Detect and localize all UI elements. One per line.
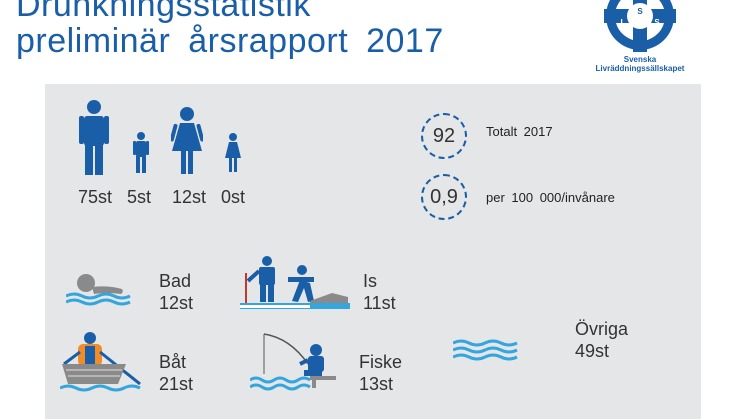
ovriga-count: 49st	[575, 341, 610, 361]
ice-icon	[240, 256, 350, 309]
logo-letter-s1: S	[637, 7, 643, 16]
man-icon	[79, 100, 109, 175]
total-label: Totalt 2017	[486, 124, 553, 139]
logo-name-line2: Livräddningssällskapet	[595, 64, 685, 73]
swimmer-icon	[66, 274, 131, 306]
woman-icon	[171, 107, 203, 174]
boy-icon	[133, 132, 149, 173]
bad-label: Bad	[159, 271, 192, 291]
per-capita-value-circle: 0,9	[421, 174, 467, 220]
fishing-icon	[250, 333, 336, 391]
logo-name-line1: Svenska	[623, 55, 657, 64]
boy-count: 5st	[127, 187, 152, 207]
boat-icon	[60, 332, 141, 392]
is-count: 11st	[363, 293, 396, 313]
page-title: Drunkningsstatistik	[16, 0, 311, 24]
bat-count: 21st	[159, 374, 194, 394]
sls-logo: S L S	[604, 0, 676, 52]
bad-count: 12st	[159, 293, 194, 313]
per-capita-label: per 100 000/invånare	[486, 190, 615, 205]
ovriga-label: Övriga	[575, 319, 629, 339]
woman-count: 12st	[172, 187, 207, 207]
water-waves-icon	[453, 339, 518, 361]
logo-letter-l: L	[621, 18, 626, 27]
girl-icon	[225, 133, 241, 172]
girl-count: 0st	[221, 187, 246, 207]
is-label: Is	[363, 271, 378, 291]
logo-letter-s2: S	[654, 18, 660, 27]
fiske-count: 13st	[359, 374, 394, 394]
total-value-circle: 92	[421, 113, 467, 159]
page-subtitle: preliminär årsrapport 2017	[16, 22, 444, 60]
statistics-panel	[45, 84, 701, 419]
fiske-label: Fiske	[359, 352, 403, 372]
bat-label: Båt	[159, 352, 187, 372]
man-count: 75st	[78, 187, 113, 207]
